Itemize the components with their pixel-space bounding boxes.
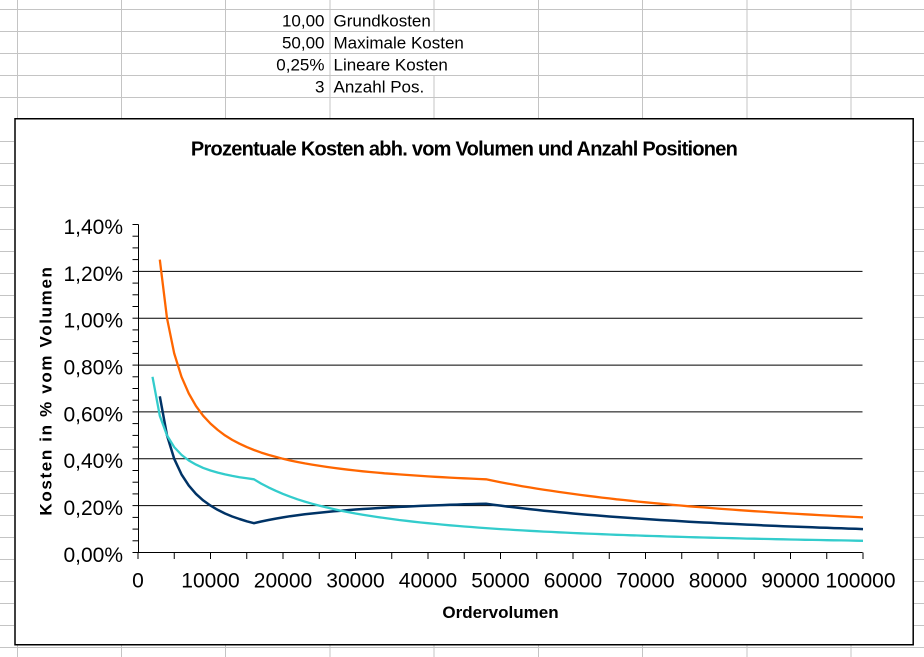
svg-text:60000: 60000: [544, 570, 602, 593]
svg-text:0,40%: 0,40%: [63, 450, 123, 473]
svg-text:20000: 20000: [254, 570, 312, 593]
svg-text:10000: 10000: [181, 570, 239, 593]
svg-text:30000: 30000: [326, 570, 384, 593]
svg-text:10,00: 10,00: [282, 12, 325, 31]
svg-text:50,00: 50,00: [282, 34, 325, 53]
svg-text:0,60%: 0,60%: [63, 403, 123, 426]
svg-text:Ordervolumen: Ordervolumen: [442, 603, 558, 622]
svg-text:1,00%: 1,00%: [63, 310, 123, 333]
svg-text:Kosten in % vom Volumen: Kosten in % vom Volumen: [37, 265, 56, 515]
svg-text:Prozentuale Kosten abh. vom Vo: Prozentuale Kosten abh. vom Volumen und …: [191, 139, 737, 161]
svg-text:0,20%: 0,20%: [63, 497, 123, 520]
svg-text:1,40%: 1,40%: [63, 216, 123, 239]
svg-text:Grundkosten: Grundkosten: [334, 12, 431, 31]
svg-text:Lineare Kosten: Lineare Kosten: [334, 56, 448, 75]
svg-text:50000: 50000: [471, 570, 529, 593]
svg-text:40000: 40000: [399, 570, 457, 593]
svg-text:Maximale Kosten: Maximale Kosten: [334, 34, 464, 53]
svg-text:0,80%: 0,80%: [63, 357, 123, 380]
svg-text:90000: 90000: [761, 570, 819, 593]
svg-text:0,00%: 0,00%: [63, 544, 123, 567]
svg-text:1,20%: 1,20%: [63, 263, 123, 286]
svg-text:70000: 70000: [616, 570, 674, 593]
svg-text:80000: 80000: [689, 570, 747, 593]
svg-text:100000: 100000: [825, 570, 895, 593]
svg-text:Anzahl Pos.: Anzahl Pos.: [334, 78, 425, 97]
svg-text:0: 0: [132, 570, 144, 593]
svg-text:0,25%: 0,25%: [276, 56, 324, 75]
svg-text:3: 3: [315, 78, 324, 97]
